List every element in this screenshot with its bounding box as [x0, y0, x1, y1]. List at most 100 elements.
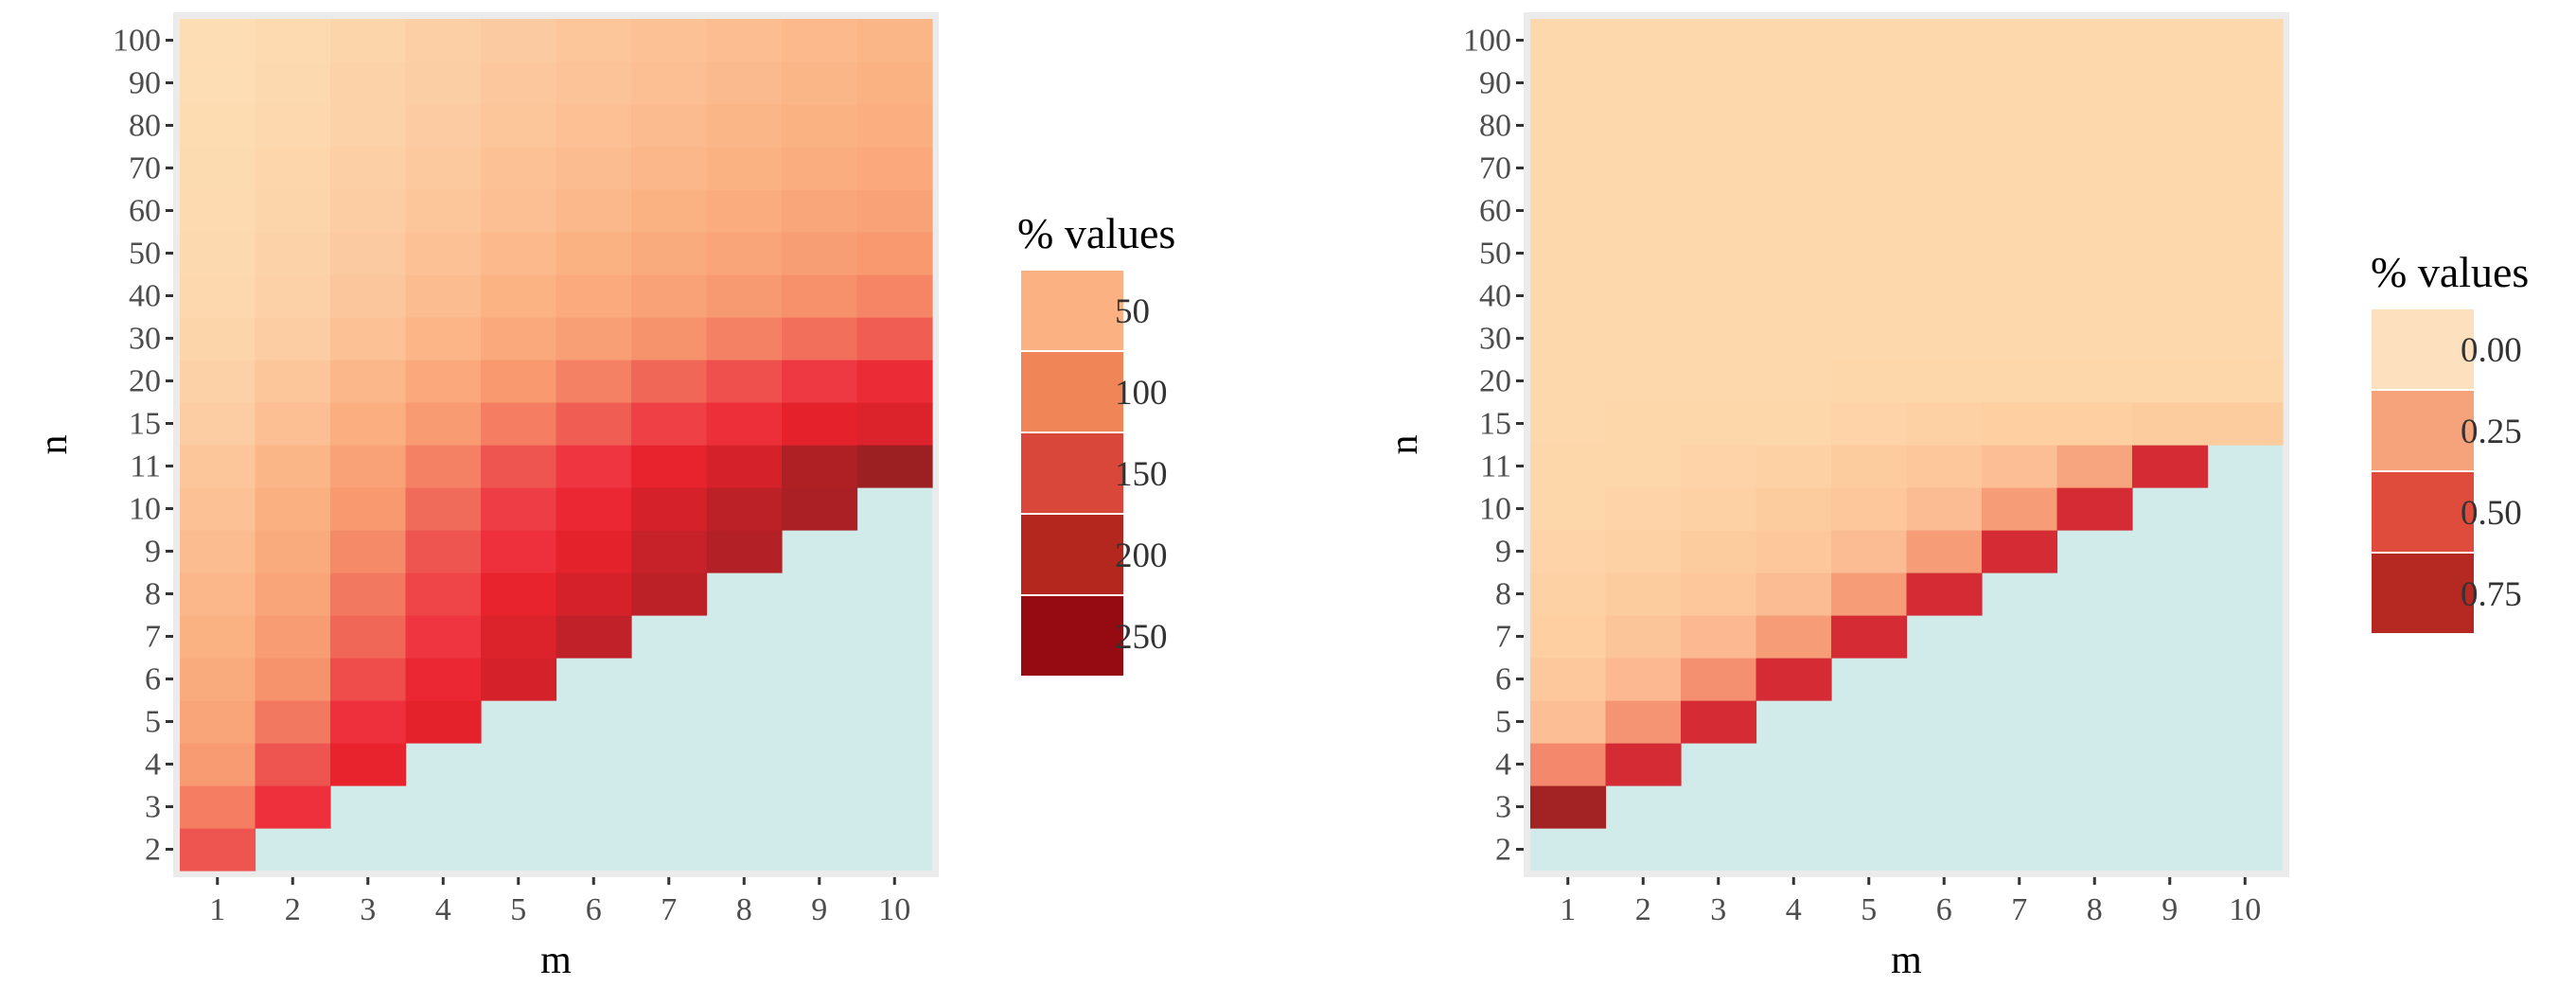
heatmap-cell — [782, 445, 858, 488]
legend-label: 0.25 — [2461, 413, 2522, 451]
heatmap-cell — [1756, 317, 1832, 361]
heatmap-cell — [330, 62, 407, 105]
heatmap-cell — [481, 232, 557, 275]
heatmap-cell — [2207, 189, 2284, 233]
heatmap-cell — [556, 62, 632, 105]
y-tick-label: 100 — [113, 24, 161, 59]
heatmap-cell — [1831, 615, 1908, 659]
legend-key — [2370, 470, 2476, 554]
heatmap-cell — [1605, 274, 1682, 318]
y-tick-label: 10 — [1479, 492, 1511, 527]
heatmap-cell — [1831, 360, 1908, 403]
heatmap-cell — [2207, 19, 2284, 62]
heatmap-cell — [1605, 743, 1682, 786]
heatmap-cell — [1605, 615, 1682, 659]
heatmap-cell — [631, 360, 708, 403]
heatmap-cell — [782, 274, 858, 318]
heatmap-cell — [1681, 274, 1757, 318]
heatmap-cell — [782, 147, 858, 190]
legend-label: 250 — [1115, 618, 1168, 657]
heatmap-cell — [2132, 360, 2209, 403]
heatmap-cell — [330, 274, 407, 318]
heatmap-cell — [1906, 402, 1983, 446]
heatmap-cell — [481, 487, 557, 531]
heatmap-cell — [1906, 189, 1983, 233]
heatmap-cell — [405, 700, 482, 744]
heatmap-cell — [631, 104, 708, 148]
heatmap-cell — [481, 402, 557, 446]
heatmap-cell — [2207, 402, 2284, 446]
heatmap-cell — [405, 658, 482, 701]
heatmap-cell — [1756, 402, 1832, 446]
x-tick-label: 3 — [1710, 892, 1726, 927]
heatmap-cell — [1530, 317, 1607, 361]
heatmap-cell — [481, 530, 557, 573]
heatmap-cell — [556, 360, 632, 403]
heatmap-cell — [405, 615, 482, 659]
x-tick-label: 2 — [1635, 892, 1651, 927]
heatmap-cell — [2132, 274, 2209, 318]
heatmap-cell — [180, 19, 256, 62]
heatmap-cell — [1831, 487, 1908, 531]
heatmap-cell — [405, 274, 482, 318]
y-tick-label: 8 — [145, 577, 161, 612]
heatmap-cell — [1982, 232, 2058, 275]
y-tick-label: 11 — [1480, 449, 1511, 484]
y-tick-label: 90 — [1479, 66, 1511, 101]
heatmap-cell — [1681, 62, 1757, 105]
heatmap-cell — [255, 615, 331, 659]
y-axis-title: n — [32, 435, 76, 455]
heatmap-cell — [1530, 189, 1607, 233]
heatmap-cell — [1530, 743, 1607, 786]
heatmap-cell — [1530, 62, 1607, 105]
heatmap-cell — [1756, 530, 1832, 573]
x-tick-label: 4 — [1786, 892, 1802, 927]
heatmap-cell — [856, 62, 933, 105]
y-tick-label: 80 — [1479, 109, 1511, 144]
heatmap-cell — [180, 147, 256, 190]
heatmap-cell — [1831, 402, 1908, 446]
y-tick-label: 20 — [1479, 364, 1511, 399]
heatmap-cell — [481, 274, 557, 318]
heatmap-cell — [330, 487, 407, 531]
heatmap-cell — [255, 147, 331, 190]
heatmap-cell — [2132, 317, 2209, 361]
heatmap-cell — [1982, 402, 2058, 446]
heatmap-cell — [1756, 487, 1832, 531]
heatmap-cell — [405, 189, 482, 233]
heatmap-cell — [631, 147, 708, 190]
heatmap-cell — [1982, 360, 2058, 403]
heatmap-cell — [1982, 317, 2058, 361]
x-tick-label: 1 — [1560, 892, 1576, 927]
y-tick-label: 5 — [1495, 705, 1511, 740]
y-tick-label: 2 — [1495, 833, 1511, 868]
heatmap-cell — [255, 232, 331, 275]
heatmap-cell — [631, 19, 708, 62]
heatmap-cell — [1906, 317, 1983, 361]
heatmap-cell — [180, 785, 256, 829]
heatmap-cell — [481, 189, 557, 233]
heatmap-cell — [405, 530, 482, 573]
heatmap-cell — [556, 19, 632, 62]
heatmap-cell — [706, 19, 783, 62]
heatmap-cell — [1530, 530, 1607, 573]
heatmap-cell — [180, 189, 256, 233]
heatmap-cell — [2207, 104, 2284, 148]
heatmap-cell — [180, 658, 256, 701]
heatmap-cell — [856, 232, 933, 275]
y-tick-label: 70 — [1479, 151, 1511, 186]
heatmap-cell — [556, 615, 632, 659]
y-tick-label: 90 — [129, 66, 161, 101]
heatmap-cell — [405, 360, 482, 403]
heatmap-cell — [1681, 445, 1757, 488]
heatmap-cell — [1530, 274, 1607, 318]
heatmap-cell — [1530, 402, 1607, 446]
heatmap-cell — [255, 785, 331, 829]
heatmap-cell — [1605, 62, 1682, 105]
heatmap-cell — [481, 317, 557, 361]
x-tick-label: 10 — [878, 892, 910, 927]
heatmap-cell — [330, 360, 407, 403]
y-tick-label: 40 — [1479, 279, 1511, 314]
y-tick-label: 15 — [1479, 407, 1511, 442]
heatmap-cell — [1982, 62, 2058, 105]
